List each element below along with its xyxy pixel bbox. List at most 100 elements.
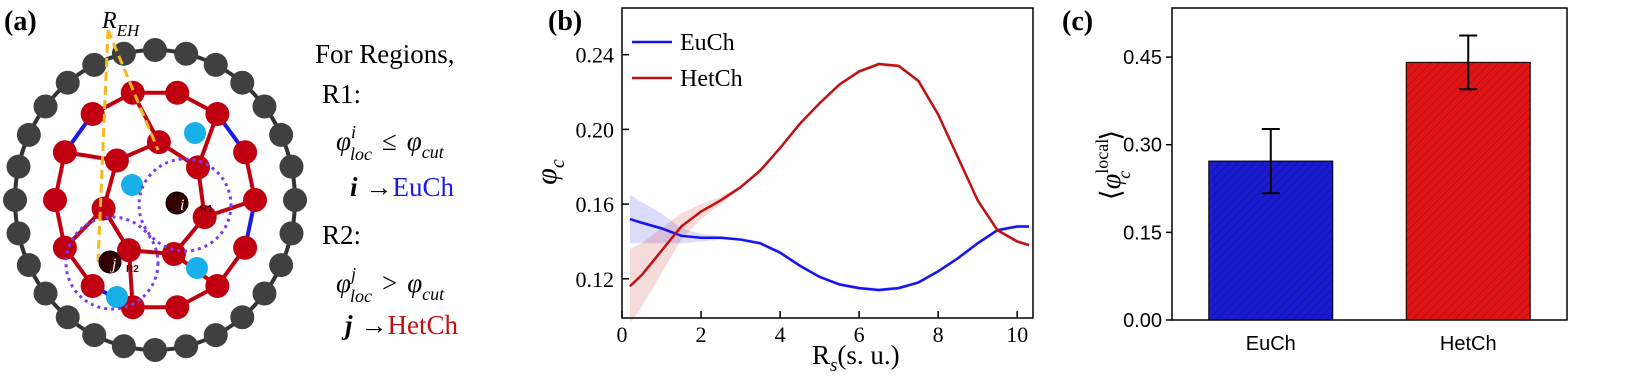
gray-node bbox=[279, 221, 304, 246]
red-node bbox=[205, 274, 230, 299]
panel-label: (b) bbox=[548, 6, 582, 37]
region-tag: R2 bbox=[126, 264, 139, 275]
legend-label: EuCh bbox=[680, 30, 735, 56]
y-tick-label: 0.30 bbox=[1123, 135, 1162, 157]
red-node bbox=[80, 101, 105, 126]
gray-node bbox=[3, 188, 27, 212]
red-node bbox=[104, 148, 129, 173]
gray-node bbox=[174, 334, 199, 359]
gray-node bbox=[230, 70, 255, 95]
region-name: R2: bbox=[322, 220, 361, 250]
gray-node bbox=[283, 188, 307, 212]
cyan-node bbox=[121, 174, 143, 196]
mapping: j →HetCh bbox=[341, 310, 459, 340]
region-circle bbox=[64, 215, 160, 311]
x-tick-label: EuCh bbox=[1246, 333, 1296, 355]
diagram: i j R1 R2 bbox=[3, 29, 307, 362]
gray-node bbox=[252, 94, 277, 119]
red-node bbox=[161, 242, 186, 267]
radius-arrow bbox=[96, 29, 160, 263]
red-node bbox=[43, 188, 67, 212]
gray-node bbox=[111, 334, 136, 359]
gray-node bbox=[6, 221, 31, 246]
red-node bbox=[91, 196, 116, 221]
x-tick-label: 4 bbox=[775, 322, 786, 347]
red-node bbox=[243, 188, 267, 212]
x-tick-label: HetCh bbox=[1440, 333, 1497, 355]
node-label: j bbox=[110, 256, 117, 273]
red-node bbox=[120, 80, 145, 105]
panel-label: (a) bbox=[4, 6, 37, 37]
data-line bbox=[629, 217, 1030, 292]
error-band bbox=[629, 194, 1030, 292]
cyan-node bbox=[184, 122, 206, 144]
red-node bbox=[52, 235, 77, 260]
gray-node bbox=[33, 281, 58, 306]
gray-node bbox=[269, 122, 294, 147]
heading: For Regions, bbox=[315, 39, 455, 69]
panel-label: (c) bbox=[1062, 6, 1093, 37]
gray-node bbox=[143, 38, 167, 62]
x-tick-label: 8 bbox=[933, 322, 944, 347]
gray-node bbox=[6, 154, 31, 179]
gray-node bbox=[143, 338, 167, 362]
red-node bbox=[165, 80, 190, 105]
red-node bbox=[233, 140, 258, 165]
gray-node bbox=[55, 305, 80, 330]
y-tick-label: 0.24 bbox=[576, 43, 615, 68]
radius-label: REH bbox=[101, 8, 141, 40]
gray-node bbox=[174, 41, 199, 66]
x-tick-label: 6 bbox=[854, 322, 865, 347]
y-axis-label: ⟨φlocalc⟩ bbox=[1092, 130, 1134, 200]
gray-node bbox=[16, 122, 41, 147]
y-tick-label: 0.12 bbox=[576, 267, 615, 292]
gray-node bbox=[82, 323, 107, 348]
x-tick-label: 2 bbox=[696, 322, 707, 347]
cyan-node bbox=[186, 257, 208, 279]
formula: φj loc > φcut bbox=[336, 264, 445, 306]
red-node bbox=[165, 295, 190, 320]
gray-node bbox=[252, 281, 277, 306]
bar bbox=[1405, 61, 1531, 321]
x-tick-label: 0 bbox=[617, 322, 628, 347]
gray-node bbox=[203, 323, 228, 348]
red-node bbox=[233, 235, 258, 260]
y-tick-label: 0.15 bbox=[1123, 222, 1162, 244]
mapping: i →EuCh bbox=[350, 172, 455, 202]
node-label: i bbox=[180, 197, 184, 214]
red-node bbox=[185, 155, 210, 180]
red-node bbox=[205, 101, 230, 126]
red-node bbox=[80, 274, 105, 299]
gray-node bbox=[55, 70, 80, 95]
data-line bbox=[629, 62, 1030, 288]
gray-node bbox=[82, 52, 107, 77]
legend-label: HetCh bbox=[680, 66, 743, 92]
x-axis-label: Rs(s. u.) bbox=[812, 340, 900, 376]
cyan-node bbox=[106, 286, 128, 308]
plot-frame bbox=[621, 7, 1034, 319]
y-tick-label: 0.16 bbox=[576, 192, 615, 217]
error-band bbox=[629, 62, 1030, 324]
region-name: R1: bbox=[322, 79, 361, 109]
gray-node bbox=[16, 253, 41, 278]
center-node bbox=[98, 250, 122, 274]
gray-node bbox=[33, 94, 58, 119]
gray-node bbox=[230, 305, 255, 330]
red-node bbox=[116, 238, 141, 263]
plot-frame bbox=[1171, 7, 1568, 321]
gray-node bbox=[269, 253, 294, 278]
formula: φi loc ≤ φcut bbox=[336, 122, 445, 164]
x-tick-label: 10 bbox=[1006, 322, 1028, 347]
red-node bbox=[192, 205, 217, 230]
error-bar bbox=[1459, 34, 1478, 91]
gray-node bbox=[279, 154, 304, 179]
red-node bbox=[52, 140, 77, 165]
region-circle bbox=[137, 157, 233, 253]
y-tick-label: 0.45 bbox=[1123, 47, 1162, 69]
center-node bbox=[165, 191, 189, 215]
gray-node bbox=[111, 41, 136, 66]
y-tick-label: 0.20 bbox=[576, 117, 615, 142]
y-tick-label: 0.00 bbox=[1123, 310, 1162, 332]
y-axis-label: φc bbox=[530, 159, 569, 185]
